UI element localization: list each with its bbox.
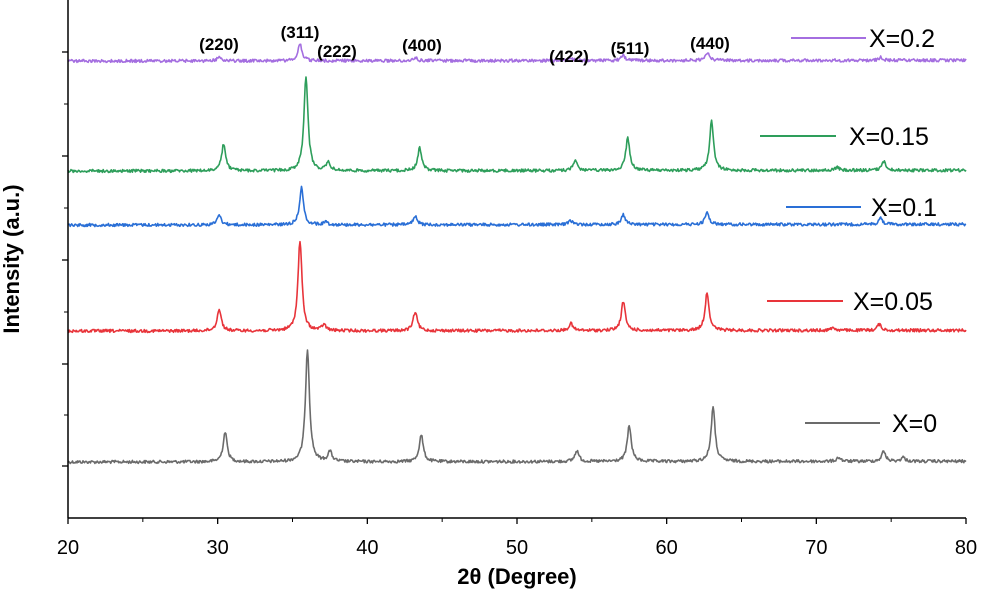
peak-label: (440) [690,34,730,53]
peak-label: (400) [402,36,442,55]
axes [67,0,966,519]
series-line-x-0-05 [67,240,967,334]
legend-label: X=0 [892,410,937,438]
peak-labels: (220) (311)(222) (400) (422) (511) (440) [199,23,730,66]
x-tick-label: 30 [207,537,229,559]
legend: X=0 X=0.05 X=0.1 X=0.15 X=0.2 [760,25,937,438]
x-tick-label: 60 [656,537,678,559]
legend-label: X=0.05 [853,288,933,316]
y-axis-title: Intensity (a.u.) [0,184,24,333]
peak-label: (311) [281,23,320,42]
x-tick-label: 70 [805,537,827,559]
series-line-x-0-15 [67,76,967,174]
peak-label: (220) [199,35,239,54]
x-tick-label: 50 [506,537,528,559]
peak-label: (422) [549,47,589,66]
x-tick-label: 40 [356,537,378,559]
peak-label: (222) [317,42,357,61]
y-ticks [62,51,68,467]
legend-label: X=0.1 [871,194,937,222]
series-line-x-0-2 [67,43,967,64]
trace-group [67,43,967,465]
x-ticks: 20 30 40 50 60 70 80 [57,518,977,559]
x-tick-label: 80 [955,537,977,559]
peak-label: (511) [611,39,650,58]
series-line-x-0 [67,349,967,465]
legend-label: X=0.2 [869,25,935,53]
x-axis-title: 2θ (Degree) [457,564,577,589]
series-line-x-0-1 [67,185,967,228]
x-tick-label: 20 [57,537,79,559]
legend-label: X=0.15 [849,123,929,151]
